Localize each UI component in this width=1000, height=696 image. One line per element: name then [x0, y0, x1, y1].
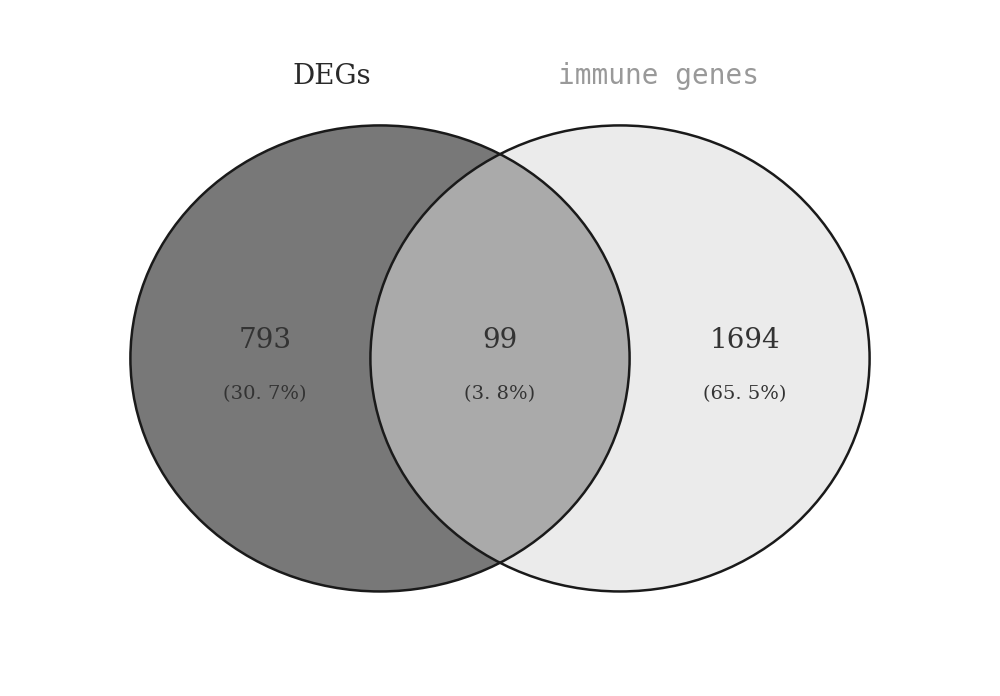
Text: DEGs: DEGs — [293, 63, 371, 90]
Ellipse shape — [130, 125, 630, 592]
Text: (3. 8%): (3. 8%) — [464, 385, 536, 403]
Text: 99: 99 — [482, 327, 518, 354]
Text: (65. 5%): (65. 5%) — [703, 385, 786, 403]
Text: immune genes: immune genes — [558, 62, 759, 90]
Text: 1694: 1694 — [709, 327, 780, 354]
Text: 793: 793 — [238, 327, 291, 354]
Ellipse shape — [130, 125, 630, 592]
Text: (30. 7%): (30. 7%) — [223, 385, 307, 403]
Ellipse shape — [370, 125, 870, 592]
